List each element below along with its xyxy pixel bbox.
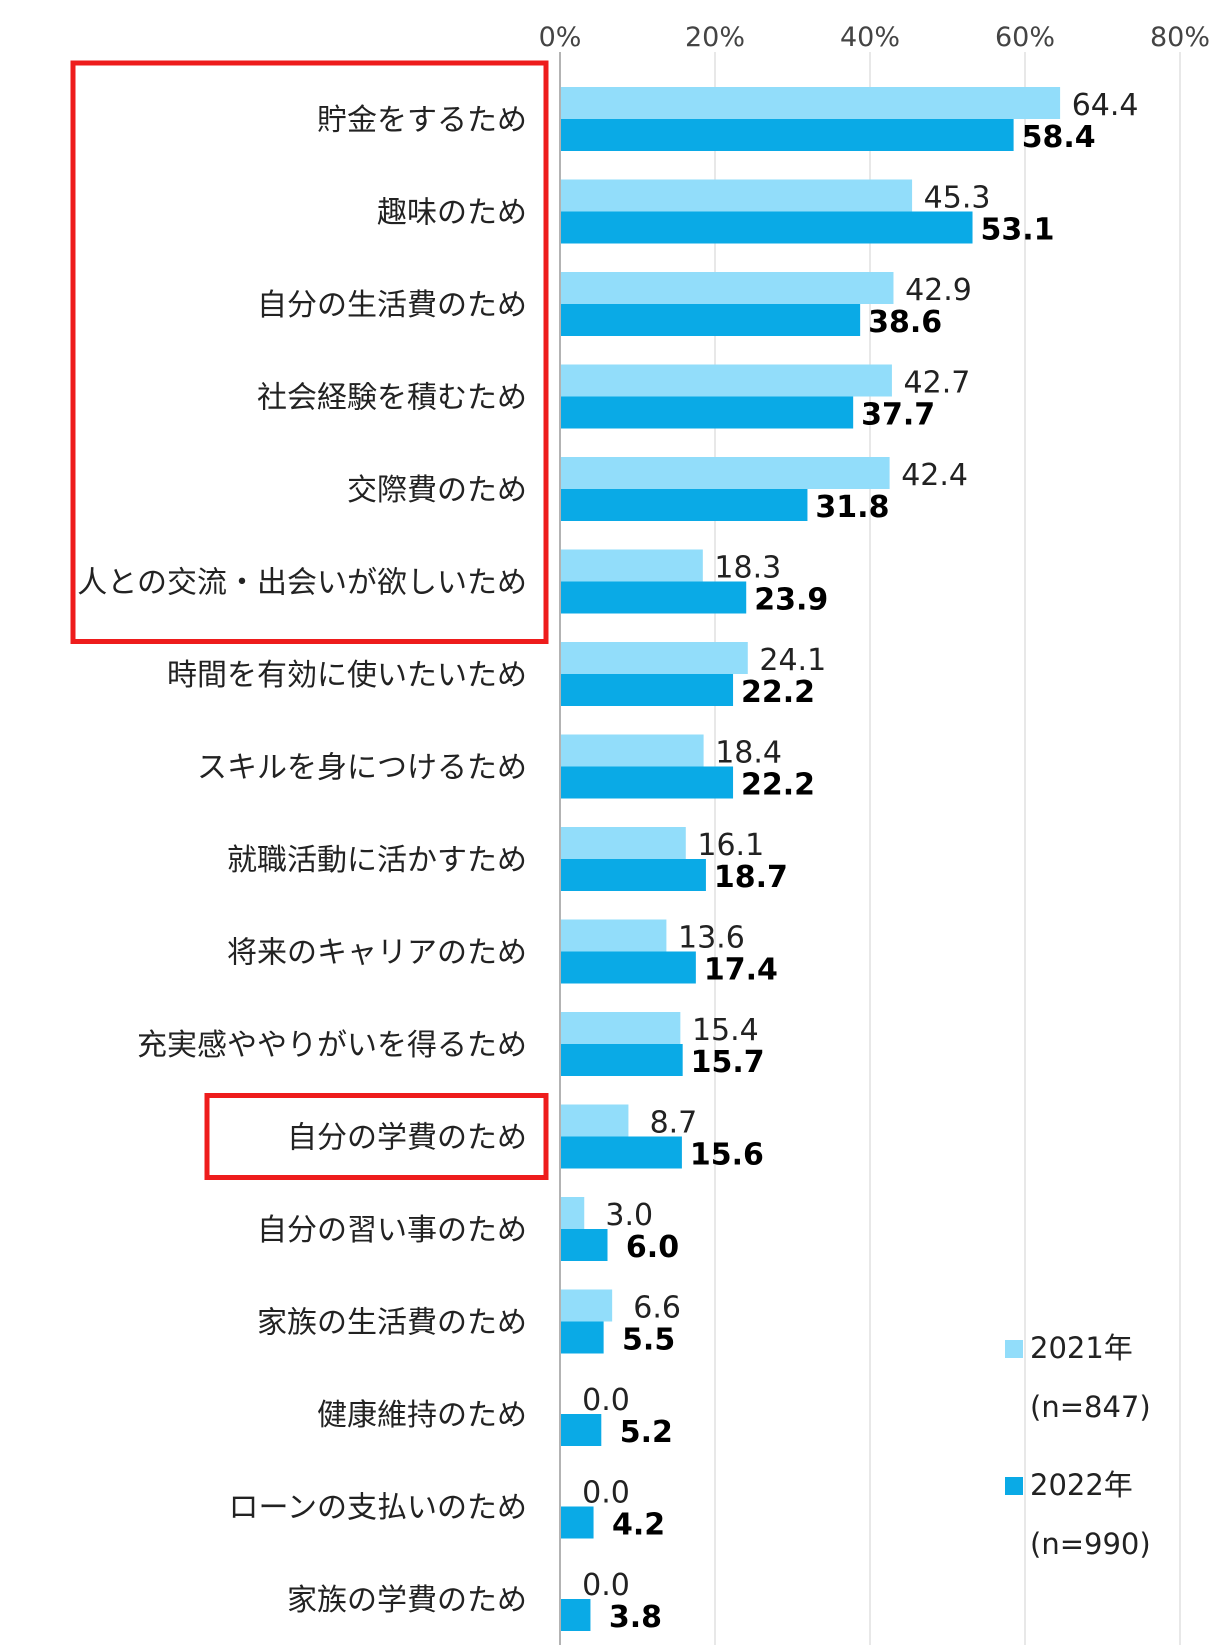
data-label-2022: 22.2 xyxy=(741,675,815,710)
bar-2022 xyxy=(561,396,854,429)
bar-2022 xyxy=(561,859,706,891)
x-tick-label: 0% xyxy=(539,22,582,53)
bar-2022 xyxy=(561,951,696,984)
legend-swatch xyxy=(1005,1477,1023,1495)
category-label: 健康維持のため xyxy=(317,1398,527,1433)
data-label-2022: 18.7 xyxy=(714,860,788,895)
data-label-2021: 18.4 xyxy=(715,736,782,771)
bar-2021 xyxy=(561,1197,585,1229)
data-label-2022: 15.7 xyxy=(691,1045,765,1080)
bar-2021 xyxy=(561,272,894,304)
bar-2022 xyxy=(561,581,747,614)
category-label: 家族の学費のため xyxy=(287,1583,527,1618)
x-tick-label: 20% xyxy=(685,22,745,53)
bar-2021 xyxy=(561,734,704,767)
data-label-2021: 42.4 xyxy=(901,458,968,493)
bar-2022 xyxy=(561,1136,682,1169)
data-label-2021: 6.6 xyxy=(633,1291,681,1326)
category-label: ローンの支払いのため xyxy=(229,1491,528,1526)
bar-2022 xyxy=(561,674,734,706)
data-label-2021: 64.4 xyxy=(1072,88,1139,123)
data-label-2021: 0.0 xyxy=(582,1568,630,1603)
category-label: 人との交流・出会いが欲しいため xyxy=(77,566,527,601)
data-label-2022: 3.8 xyxy=(609,1600,662,1635)
data-label-2022: 5.2 xyxy=(620,1415,673,1450)
bar-2022 xyxy=(561,1599,591,1631)
data-label-2021: 16.1 xyxy=(697,828,764,863)
bar-2022 xyxy=(561,119,1014,151)
data-label-2022: 31.8 xyxy=(815,490,889,525)
bar-2021 xyxy=(561,549,703,582)
data-label-2021: 24.1 xyxy=(759,643,826,678)
bar-2021 xyxy=(561,1104,629,1137)
x-tick-label: 60% xyxy=(995,22,1055,53)
data-label-2021: 3.0 xyxy=(605,1198,653,1233)
legend-sample-size: (n=847) xyxy=(1030,1390,1151,1424)
bar-2021 xyxy=(561,642,748,674)
data-label-2022: 53.1 xyxy=(981,213,1055,248)
legend-sample-size: (n=990) xyxy=(1030,1527,1151,1561)
data-label-2022: 4.2 xyxy=(612,1508,665,1543)
category-label: 自分の生活費のため xyxy=(257,288,527,323)
data-label-2021: 0.0 xyxy=(582,1476,630,1511)
bar-2021 xyxy=(561,1289,613,1322)
category-label: 家族の生活費のため xyxy=(257,1306,527,1341)
highlight-box xyxy=(204,1093,549,1180)
category-label: 自分の習い事のため xyxy=(257,1213,527,1248)
highlight-box xyxy=(70,60,549,644)
data-label-2021: 18.3 xyxy=(714,551,781,586)
data-label-2022: 38.6 xyxy=(868,305,942,340)
data-label-2022: 15.6 xyxy=(690,1138,764,1173)
data-label-2021: 45.3 xyxy=(924,181,991,216)
data-label-2022: 22.2 xyxy=(741,768,815,803)
bar-2021 xyxy=(561,919,667,952)
bar-2022 xyxy=(561,304,861,336)
bar-2021 xyxy=(561,87,1061,119)
bar-2022 xyxy=(561,211,973,244)
data-label-2022: 23.9 xyxy=(754,583,828,618)
x-tick-label: 80% xyxy=(1150,22,1210,53)
bar-2021 xyxy=(561,1012,681,1044)
legend-label: 2022年 xyxy=(1030,1468,1133,1502)
bar-2022 xyxy=(561,1321,604,1354)
bar-2022 xyxy=(561,489,808,521)
x-tick-label: 40% xyxy=(840,22,900,53)
bar-2022 xyxy=(561,1506,594,1539)
data-label-2021: 42.7 xyxy=(904,366,971,401)
category-label: 趣味のため xyxy=(377,196,527,231)
legend-label: 2021年 xyxy=(1030,1331,1133,1365)
category-label: 就職活動に活かすため xyxy=(227,843,527,878)
data-label-2021: 0.0 xyxy=(582,1383,630,1418)
category-label: 充実感ややりがいを得るため xyxy=(137,1028,527,1063)
bar-2022 xyxy=(561,766,734,799)
bar-2021 xyxy=(561,179,913,212)
category-label: 時間を有効に使いたいため xyxy=(167,658,527,693)
data-label-2022: 5.5 xyxy=(622,1323,675,1358)
bar-2021 xyxy=(561,827,686,859)
data-label-2021: 15.4 xyxy=(692,1013,759,1048)
data-label-2022: 6.0 xyxy=(626,1230,679,1265)
category-label: 貯金をするため xyxy=(317,103,527,138)
category-label: 自分の学費のため xyxy=(287,1121,527,1156)
bar-2022 xyxy=(561,1044,683,1076)
category-label: 社会経験を積むため xyxy=(257,381,527,416)
bar-2021 xyxy=(561,457,890,489)
bar-2022 xyxy=(561,1229,608,1261)
legend-swatch xyxy=(1005,1340,1023,1358)
category-label: 将来のキャリアのため xyxy=(227,936,527,971)
bar-2021 xyxy=(561,364,892,397)
data-label-2022: 37.7 xyxy=(861,398,935,433)
category-label: スキルを身につけるため xyxy=(197,751,527,786)
data-label-2021: 42.9 xyxy=(905,273,972,308)
data-label-2021: 8.7 xyxy=(650,1106,698,1141)
category-label: 交際費のため xyxy=(347,473,527,508)
data-label-2022: 58.4 xyxy=(1022,120,1096,155)
bar-2022 xyxy=(561,1414,602,1446)
data-label-2021: 13.6 xyxy=(678,921,745,956)
data-label-2022: 17.4 xyxy=(704,953,778,988)
